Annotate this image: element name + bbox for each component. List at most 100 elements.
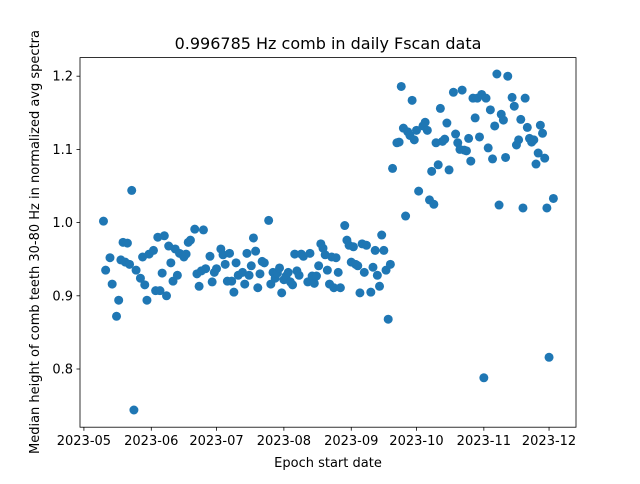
data-point: [368, 262, 378, 272]
data-point: [140, 280, 150, 290]
data-point: [333, 267, 343, 277]
data-point: [451, 129, 461, 139]
data-point: [470, 113, 480, 123]
data-point: [322, 265, 332, 275]
data-point: [220, 259, 230, 269]
y-tick-label: 1.1: [52, 143, 73, 158]
data-point: [314, 261, 324, 271]
data-point: [309, 278, 319, 288]
data-point: [277, 288, 287, 298]
x-tick-label: 2023-08: [257, 434, 311, 449]
data-point: [531, 159, 541, 169]
data-point: [225, 248, 235, 258]
data-point: [157, 268, 167, 278]
data-point: [388, 163, 398, 173]
data-point: [201, 264, 211, 274]
data-point: [485, 105, 495, 115]
data-point: [181, 249, 191, 259]
x-tick-label: 2023-05: [57, 434, 111, 449]
data-point: [409, 135, 419, 145]
data-point: [198, 225, 208, 235]
data-point: [244, 270, 254, 280]
data-point: [494, 200, 504, 210]
data-point: [375, 281, 385, 291]
data-point: [492, 69, 502, 79]
x-tick-label: 2023-12: [522, 434, 576, 449]
data-point: [366, 287, 376, 297]
data-point: [353, 261, 363, 271]
data-point: [114, 295, 124, 305]
data-point: [461, 146, 471, 156]
x-axis-label: Epoch start date: [274, 456, 382, 471]
data-point: [427, 166, 437, 176]
data-point: [305, 248, 315, 258]
data-point: [142, 295, 152, 305]
data-point: [231, 258, 241, 268]
data-point: [457, 85, 467, 95]
data-point: [385, 259, 395, 269]
data-point: [122, 238, 132, 248]
chart-title: 0.996785 Hz comb in daily Fscan data: [175, 34, 482, 53]
data-point: [370, 245, 380, 255]
data-point: [522, 122, 532, 132]
data-point: [101, 265, 111, 275]
data-point: [251, 246, 261, 256]
data-point: [255, 269, 265, 279]
y-axis-label: Median height of comb teeth 30-80 Hz in …: [28, 30, 43, 454]
data-point: [501, 152, 511, 162]
data-point: [348, 242, 358, 252]
data-point: [162, 291, 172, 301]
data-point: [503, 71, 513, 81]
data-point: [275, 263, 285, 273]
data-point: [135, 273, 145, 283]
data-point: [112, 311, 122, 321]
data-point: [483, 143, 493, 153]
data-point: [98, 216, 108, 226]
data-point: [507, 92, 517, 102]
data-point: [259, 258, 269, 268]
data-point: [538, 128, 548, 138]
data-point: [240, 279, 250, 289]
data-point: [242, 248, 252, 258]
data-point: [520, 93, 530, 103]
data-point: [283, 267, 293, 277]
data-point: [194, 281, 204, 291]
x-tick-label: 2023-11: [457, 434, 511, 449]
data-point: [372, 270, 382, 280]
data-point: [211, 264, 221, 274]
data-point: [329, 283, 339, 293]
data-point: [159, 231, 169, 241]
data-point: [131, 265, 141, 275]
data-point: [411, 125, 421, 135]
data-point: [127, 185, 137, 195]
data-point: [172, 270, 182, 280]
data-point: [155, 286, 165, 296]
data-point: [359, 267, 369, 277]
data-point: [414, 186, 424, 196]
data-point: [401, 211, 411, 221]
data-point: [205, 251, 215, 261]
data-point: [444, 165, 454, 175]
data-point: [514, 135, 524, 145]
data-point: [429, 199, 439, 209]
data-point: [379, 245, 389, 255]
data-point: [148, 245, 158, 255]
x-tick-label: 2023-06: [124, 434, 178, 449]
data-point: [105, 253, 115, 263]
data-point: [377, 230, 387, 240]
data-point: [246, 261, 256, 271]
data-point: [509, 101, 519, 111]
data-point: [290, 249, 300, 259]
data-point: [488, 154, 498, 164]
x-tick-label: 2023-07: [189, 434, 243, 449]
plot-frame: [79, 57, 577, 428]
data-point: [288, 280, 298, 290]
data-point: [253, 283, 263, 293]
data-point: [355, 288, 365, 298]
data-point: [464, 133, 474, 143]
data-point: [361, 240, 371, 250]
data-point: [311, 271, 321, 281]
data-point: [166, 258, 176, 268]
